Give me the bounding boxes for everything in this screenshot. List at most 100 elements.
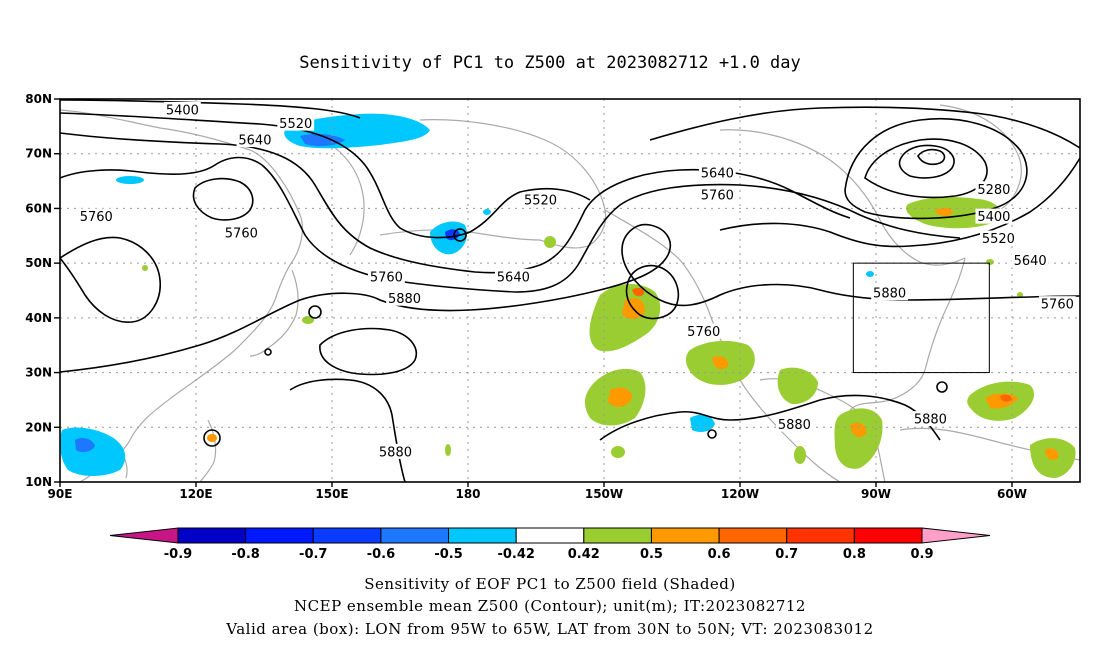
contour-label: 5760 <box>370 270 403 285</box>
lat-tick-label: 30N <box>25 366 52 380</box>
colorbar-segment <box>650 527 720 544</box>
longitude-axis: 90E 120E 150E 180 150W 120W 90W 60W <box>48 482 1027 501</box>
contour-label: 5520 <box>524 194 557 209</box>
lat-tick-label: 10N <box>25 475 52 489</box>
colorbar-label: -0.8 <box>231 547 259 562</box>
colorbar-high-end <box>921 527 991 544</box>
contour-label-bg <box>77 208 115 224</box>
colorbar-segment <box>312 527 382 544</box>
positive-area <box>544 236 556 248</box>
lon-tick-label: 90E <box>48 487 73 501</box>
colorbar-segment <box>583 527 652 544</box>
contour-label-bg <box>871 285 908 301</box>
contour-small-cell-a <box>308 305 322 319</box>
coastline-hudson <box>719 129 966 266</box>
colorbar-label: -0.7 <box>299 547 327 562</box>
contour-label-bg <box>776 416 813 432</box>
contour-label-bg <box>698 186 736 202</box>
map-panel: 5400 5520 5640 5760 5760 5520 5640 5760 5640 5760… <box>25 92 1081 501</box>
contour-label: 5760 <box>225 227 258 242</box>
contour-label: 5880 <box>914 413 947 428</box>
positive-area <box>142 265 148 271</box>
colorbar-label: 0.7 <box>775 547 798 562</box>
positive-area <box>986 259 994 265</box>
contour-label: 5880 <box>379 445 412 460</box>
colorbar: -0.9 -0.8 -0.7 -0.6 -0.5 -0.42 0.42 0.5 0.6 0.7 0.… <box>109 527 991 562</box>
contour-label-bg <box>377 443 414 459</box>
contour-label: 5880 <box>778 418 811 433</box>
positive-area <box>445 444 451 456</box>
colorbar-label: 0.9 <box>910 547 933 562</box>
contour-label-bg <box>236 132 274 148</box>
contour-small-cell-d <box>936 381 948 393</box>
contour-label: 5760 <box>701 188 734 203</box>
contour-label-bg <box>1011 252 1049 268</box>
lon-tick-label: 120E <box>179 487 212 501</box>
contour-label: 5520 <box>279 117 312 132</box>
positive-area-core <box>935 207 953 217</box>
contour-5400 <box>59 99 361 119</box>
lat-tick-label: 60N <box>25 201 52 215</box>
lon-tick-label: 60W <box>997 487 1027 501</box>
grid-lines <box>60 99 1080 482</box>
positive-area-core <box>608 387 632 407</box>
contour-label: 5640 <box>497 270 530 285</box>
contour-5280 <box>864 138 988 199</box>
colorbar-segment <box>786 527 855 544</box>
map-background <box>60 99 1080 482</box>
contour-label-bg <box>368 268 405 284</box>
contour-labels: 5400 5520 5640 5760 5760 5520 5640 5760 5640 5760… <box>77 101 1076 460</box>
lat-tick-label: 50N <box>25 256 52 270</box>
negative-area <box>866 271 874 277</box>
positive-area <box>589 284 661 352</box>
positive-area-core <box>1000 394 1012 402</box>
contour-5520-west <box>59 112 591 239</box>
colorbar-label: 0.42 <box>568 547 600 562</box>
contour-low-inner-1 <box>898 144 955 179</box>
footer-line-1: Sensitivity of EOF PC1 to Z500 field (Sh… <box>364 575 736 593</box>
colorbar-segment <box>245 527 314 544</box>
colorbar-label: 0.6 <box>708 547 731 562</box>
negative-area <box>116 176 144 184</box>
colorbar-label: -0.5 <box>434 547 462 562</box>
colorbar-low-end <box>109 527 179 544</box>
positive-area <box>834 408 883 469</box>
contour-label: 5760 <box>1041 298 1074 313</box>
colorbar-segment <box>177 527 247 544</box>
contour-label: 5640 <box>238 134 271 149</box>
contour-label-bg <box>522 192 559 208</box>
footer-line-3: Valid area (box): LON from 95W to 65W, L… <box>225 620 873 638</box>
coastline-japan <box>249 269 299 357</box>
contour-label: 5400 <box>977 210 1010 225</box>
contour-label-bg <box>1038 296 1076 312</box>
positive-area-core <box>632 287 645 297</box>
contour-label-bg <box>975 208 1013 224</box>
contour-5400-ring <box>844 117 1028 220</box>
contour-label: 5760 <box>687 325 720 340</box>
contour-label-bg <box>277 115 315 131</box>
colorbar-segment <box>515 527 585 544</box>
coastline-na-east <box>849 257 966 411</box>
contour-5760-pacific <box>59 236 161 323</box>
contour-label: 5640 <box>1014 254 1047 269</box>
contour-5880-south-cell <box>319 327 417 376</box>
negative-area-core <box>300 133 345 147</box>
colorbar-segment <box>853 527 923 544</box>
coastline-philippines <box>199 419 217 483</box>
positive-area-core <box>850 422 867 438</box>
contour-label-bg <box>222 225 260 241</box>
lon-tick-label: 120W <box>721 487 759 501</box>
colorbar-label: -0.42 <box>497 547 534 562</box>
contour-label-bg <box>975 181 1013 197</box>
contour-5760-cell <box>192 177 254 221</box>
contour-label-bg <box>386 290 423 306</box>
footer-line-2: NCEP ensemble mean Z500 (Contour); unit(… <box>294 597 806 615</box>
contour-5760-low <box>625 264 680 320</box>
contour-label: 5880 <box>873 287 906 302</box>
coastline-asia <box>59 109 304 483</box>
contour-low-inner-2 <box>917 148 946 166</box>
contour-label-bg <box>494 268 532 284</box>
positive-area-core <box>712 356 729 370</box>
lat-tick-label: 40N <box>25 311 52 325</box>
